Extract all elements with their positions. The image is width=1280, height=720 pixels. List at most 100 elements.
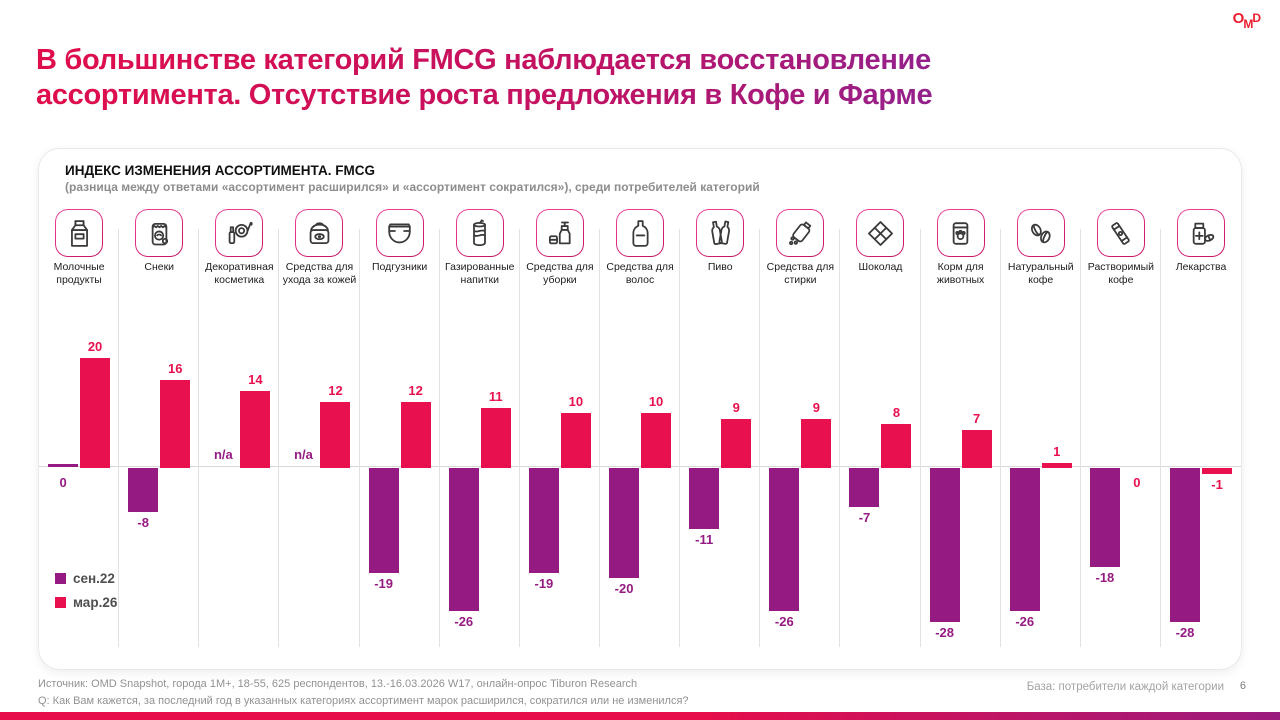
category-label: Снеки — [144, 261, 175, 273]
value-label-mar26: -1 — [1211, 476, 1223, 492]
value-label-sep22: -8 — [137, 515, 149, 530]
bar-sep22 — [528, 468, 559, 573]
bar-mar26 — [320, 402, 351, 468]
category-column: Корм для животных -28 7 — [921, 201, 1001, 661]
category-plot: -19 12 — [360, 295, 440, 663]
value-label-sep22: -26 — [1015, 614, 1035, 629]
bar-mar26 — [400, 402, 431, 468]
bar-mar26 — [961, 429, 992, 468]
value-label-mar26: 1 — [1053, 443, 1061, 459]
category-plot: -20 10 — [600, 295, 680, 663]
bar-mar26 — [801, 418, 832, 468]
chart-subtitle: (разница между ответами «ассортимент рас… — [65, 180, 760, 194]
category-column: Газированные напитки -26 11 — [440, 201, 520, 661]
soda-icon — [456, 209, 504, 257]
value-label-sep22: -20 — [614, 581, 634, 596]
bar-mar26 — [641, 413, 672, 468]
value-label-sep22: -26 — [454, 614, 474, 629]
category-label: Лекарства — [1175, 261, 1227, 273]
category-plot: -8 16 — [119, 295, 199, 663]
bar-sep22 — [1170, 468, 1201, 622]
value-label-sep22: n/a — [213, 447, 233, 462]
category-label: Растворимый кофе — [1087, 261, 1154, 286]
category-column: Декоративная косметика n/a 14 — [199, 201, 280, 661]
haircare-icon — [616, 209, 664, 257]
category-plot: -18 0 — [1081, 295, 1161, 663]
category-label: Шоколад — [858, 261, 903, 273]
value-label-sep22: -26 — [774, 614, 794, 629]
category-label: Средства для ухода за кожей — [282, 261, 357, 286]
value-label-mar26: 7 — [972, 410, 981, 426]
category-label: Средства для волос — [606, 261, 674, 286]
value-label-mar26: 12 — [408, 383, 423, 398]
category-label: Газированные напитки — [445, 261, 515, 286]
category-plot: -26 1 — [1001, 295, 1081, 663]
value-label-mar26: 0 — [1133, 475, 1141, 490]
bar-sep22 — [448, 468, 479, 611]
page-title-line-1: В большинстве категорий FMCG наблюдается… — [36, 44, 931, 77]
category-column: Шоколад -7 8 — [840, 201, 921, 661]
category-column: Растворимый кофе -18 0 — [1081, 201, 1162, 663]
value-label-sep22: n/a — [294, 447, 313, 462]
category-label: Средства для стирки — [766, 261, 835, 286]
chart-legend: сен.22 мар.26 — [55, 571, 117, 619]
snacks-icon — [135, 209, 183, 257]
category-column: Натуральный кофе -26 1 — [1001, 201, 1081, 661]
category-plot: -19 10 — [520, 295, 600, 663]
value-label-sep22: 0 — [59, 475, 67, 490]
value-label-mar26: 9 — [812, 399, 820, 415]
category-label: Средства для уборки — [526, 261, 594, 286]
bar-mar26 — [881, 424, 912, 468]
bar-sep22 — [689, 468, 720, 529]
page-title: В большинстве категорий FMCG наблюдается… — [36, 43, 933, 113]
value-label-mar26: 20 — [87, 339, 103, 354]
chart-title: ИНДЕКС ИЗМЕНЕНИЯ АССОРТИМЕНТА. FMCG — [65, 163, 375, 178]
bar-mar26 — [1202, 468, 1233, 474]
category-plot: n/a 12 — [279, 295, 359, 663]
category-label: Подгузники — [371, 261, 428, 273]
page-title-line-2: ассортимента. Отсутствие роста предложен… — [36, 79, 933, 112]
category-column: Средства для волос -20 10 — [600, 201, 681, 663]
bar-mar26 — [160, 380, 191, 468]
beer-icon — [696, 209, 744, 257]
bar-sep22 — [368, 468, 399, 573]
legend-item-mar26: мар.26 — [55, 595, 117, 610]
category-column: Молочные продукты 0 20 — [39, 201, 120, 663]
value-label-mar26: 12 — [328, 383, 343, 398]
category-label: Декоративная косметика — [205, 261, 274, 286]
bar-sep22 — [1009, 468, 1040, 611]
cosmetics-icon — [215, 209, 263, 257]
category-label: Молочные продукты — [53, 261, 105, 286]
footer-source-block: Источник: OMD Snapshot, города 1М+, 18-5… — [38, 676, 689, 709]
medicine-icon — [1177, 209, 1225, 257]
zero-axis-line — [39, 466, 1241, 467]
category-column: Средства для уборки -19 10 — [520, 201, 601, 663]
category-plot: 0 20 — [39, 295, 119, 663]
bar-mar26 — [560, 413, 591, 468]
instant-coffee-icon — [1097, 209, 1145, 257]
value-label-sep22: -11 — [695, 531, 714, 547]
value-label-mar26: 8 — [892, 405, 901, 420]
category-plot: -28 -1 — [1161, 295, 1241, 663]
value-label-sep22: -19 — [534, 575, 554, 591]
category-column: Лекарства -28 -1 — [1161, 201, 1241, 661]
category-plot: -28 7 — [921, 295, 1001, 663]
bar-mar26 — [80, 358, 111, 468]
bar-sep22 — [609, 468, 640, 578]
value-label-sep22: -7 — [858, 509, 871, 525]
value-label-mar26: 10 — [568, 394, 584, 409]
page-number: 6 — [1239, 680, 1246, 692]
value-label-sep22: -28 — [935, 625, 954, 640]
value-label-mar26: 9 — [732, 399, 740, 415]
legend-item-sep22: сен.22 — [55, 571, 117, 586]
footer-base-note: База: потребители каждой категории — [1026, 681, 1224, 693]
category-column: Средства для ухода за кожей n/a 12 — [279, 201, 360, 663]
category-plot: -26 9 — [760, 295, 840, 663]
chocolate-icon — [856, 209, 904, 257]
value-label-mar26: 16 — [167, 361, 183, 376]
value-label-sep22: -19 — [374, 575, 394, 591]
category-plot: -11 9 — [680, 295, 760, 663]
milk-icon — [55, 209, 103, 257]
chart-card: ИНДЕКС ИЗМЕНЕНИЯ АССОРТИМЕНТА. FMCG (раз… — [38, 148, 1242, 670]
